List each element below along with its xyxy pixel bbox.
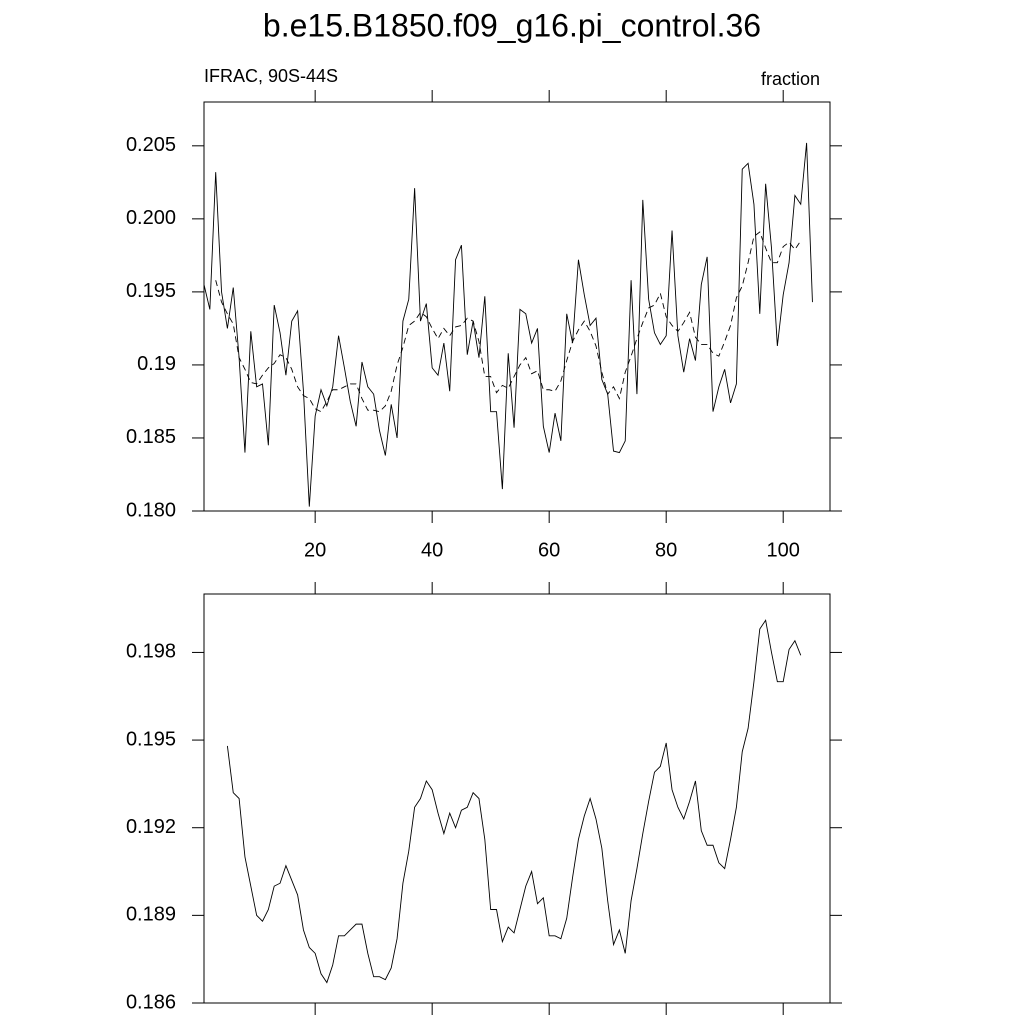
y-tick-label: 0.200 xyxy=(126,207,176,229)
x-tick-label: 80 xyxy=(655,539,677,561)
dashed-line xyxy=(215,231,802,413)
y-tick-label: 0.186 xyxy=(126,991,176,1013)
data-line xyxy=(203,142,813,507)
subtitle-right: fraction xyxy=(761,69,820,89)
y-tick-label: 0.198 xyxy=(126,641,176,663)
x-tick-label: 60 xyxy=(538,539,560,561)
x-tick-label: 20 xyxy=(304,539,326,561)
y-tick-label: 0.192 xyxy=(126,816,176,838)
y-tick-label: 0.195 xyxy=(126,728,176,750)
x-tick-label: 40 xyxy=(421,539,443,561)
subtitle-left: IFRAC, 90S-44S xyxy=(204,66,338,86)
y-tick-label: 0.205 xyxy=(126,134,176,156)
plot-frame xyxy=(203,593,831,1004)
plot-frame xyxy=(203,101,831,512)
y-tick-label: 0.185 xyxy=(126,426,176,448)
chart-title: b.e15.B1850.f09_g16.pi_control.36 xyxy=(263,7,761,43)
y-tick-label: 0.180 xyxy=(126,499,176,521)
y-tick-label: 0.195 xyxy=(126,280,176,302)
data-line xyxy=(226,619,802,984)
x-tick-label: 100 xyxy=(767,539,800,561)
y-tick-label: 0.19 xyxy=(137,353,176,375)
y-tick-label: 0.189 xyxy=(126,904,176,926)
